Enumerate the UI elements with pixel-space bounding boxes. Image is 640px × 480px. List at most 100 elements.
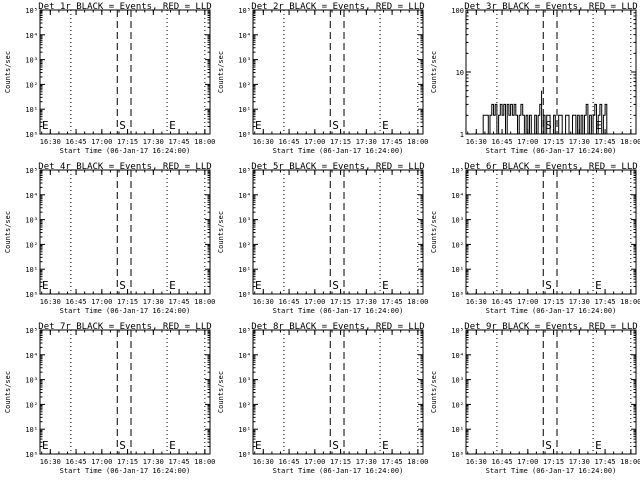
y-axis-label: Counts/sec xyxy=(4,371,12,413)
y-tick-label: 10³ xyxy=(238,57,251,65)
x-tick-label: 17:45 xyxy=(595,458,616,466)
marker-label: E xyxy=(382,439,389,452)
y-tick-label: 10⁵ xyxy=(238,7,251,15)
y-axis-label: Counts/sec xyxy=(217,371,225,413)
marker-label: S xyxy=(545,279,552,292)
x-tick-label: 18:00 xyxy=(407,298,428,306)
x-axis-label: Start Time (06-Jan-17 16:24:00) xyxy=(60,307,191,315)
x-tick-label: 18:00 xyxy=(194,298,215,306)
y-tick-label: 10⁰ xyxy=(25,451,38,459)
x-axis-label: Start Time (06-Jan-17 16:24:00) xyxy=(60,467,191,475)
marker-label: E xyxy=(42,279,49,292)
x-tick-label: 16:30 xyxy=(466,458,487,466)
y-tick-label: 10¹ xyxy=(238,106,251,114)
y-tick-label: 10⁰ xyxy=(238,451,251,459)
y-tick-label: 100 xyxy=(451,7,464,15)
x-tick-label: 16:30 xyxy=(40,298,61,306)
y-axis-label: Counts/sec xyxy=(217,51,225,93)
detector-panel: Det 6r BLACK = Events, RED = LLD 10⁰ 10¹ 10… xyxy=(430,162,640,315)
x-axis-label: Start Time (06-Jan-17 16:24:00) xyxy=(273,147,404,155)
panel-title: Det 1r BLACK = Events, RED = LLD xyxy=(38,2,211,12)
x-tick-label: 17:45 xyxy=(595,138,616,146)
y-tick-label: 10⁴ xyxy=(238,352,251,360)
panel-title: Det 8r BLACK = Events, RED = LLD xyxy=(251,322,424,332)
x-tick-label: 17:30 xyxy=(356,138,377,146)
y-tick-label: 10¹ xyxy=(451,266,464,274)
y-tick-label: 10⁴ xyxy=(25,192,38,200)
y-tick-label: 10³ xyxy=(238,217,251,225)
marker-label: E xyxy=(255,439,262,452)
panel-title: Det 5r BLACK = Events, RED = LLD xyxy=(251,162,424,172)
x-tick-label: 16:45 xyxy=(279,138,300,146)
x-axis-label: Start Time (06-Jan-17 16:24:00) xyxy=(60,147,191,155)
x-tick-label: 17:00 xyxy=(517,298,538,306)
marker-label: E xyxy=(169,439,176,452)
y-tick-label: 10¹ xyxy=(25,106,38,114)
y-tick-label: 10² xyxy=(238,401,251,409)
y-axis-label: Counts/sec xyxy=(430,51,438,93)
y-tick-label: 10² xyxy=(25,81,38,89)
y-tick-label: 10³ xyxy=(451,377,464,385)
x-axis-label: Start Time (06-Jan-17 16:24:00) xyxy=(486,307,617,315)
x-axis-label: Start Time (06-Jan-17 16:24:00) xyxy=(486,467,617,475)
plot-frame xyxy=(252,329,424,455)
detector-panel: Det 9r BLACK = Events, RED = LLD 10⁰ 10¹ 10… xyxy=(430,322,640,475)
marker-label: S xyxy=(119,279,126,292)
y-tick-label: 10⁵ xyxy=(25,327,38,335)
x-tick-label: 17:00 xyxy=(91,138,112,146)
x-tick-label: 17:15 xyxy=(117,458,138,466)
y-tick-label: 10⁵ xyxy=(25,167,38,175)
plot-frame xyxy=(252,9,424,135)
x-tick-label: 17:30 xyxy=(356,298,377,306)
y-tick-label: 10⁵ xyxy=(238,167,251,175)
x-tick-label: 17:15 xyxy=(117,298,138,306)
x-tick-label: 17:30 xyxy=(143,458,164,466)
panel-title: Det 2r BLACK = Events, RED = LLD xyxy=(251,2,424,12)
marker-label: E xyxy=(42,119,49,132)
plot-frame xyxy=(252,169,424,295)
x-tick-label: 18:00 xyxy=(194,138,215,146)
y-tick-label: 10² xyxy=(25,401,38,409)
y-tick-label: 10¹ xyxy=(238,266,251,274)
marker-label: E xyxy=(382,119,389,132)
x-tick-label: 17:45 xyxy=(169,138,190,146)
x-tick-label: 17:00 xyxy=(304,138,325,146)
x-tick-label: 16:30 xyxy=(466,298,487,306)
x-tick-label: 16:45 xyxy=(66,458,87,466)
x-tick-label: 17:15 xyxy=(543,458,564,466)
panel-title: Det 3r BLACK = Events, RED = LLD xyxy=(464,2,637,12)
x-tick-label: 17:30 xyxy=(569,458,590,466)
x-tick-label: 17:15 xyxy=(543,138,564,146)
x-tick-label: 17:15 xyxy=(330,298,351,306)
x-tick-label: 17:15 xyxy=(330,138,351,146)
detector-panel: Det 4r BLACK = Events, RED = LLD 10⁰ 10¹ 10… xyxy=(4,162,215,315)
y-tick-label: 1 xyxy=(460,131,464,139)
x-tick-label: 16:30 xyxy=(40,458,61,466)
plot-frame xyxy=(39,169,211,295)
y-tick-label: 10⁵ xyxy=(238,327,251,335)
y-tick-label: 10⁵ xyxy=(451,167,464,175)
y-tick-label: 10³ xyxy=(451,217,464,225)
x-tick-label: 17:45 xyxy=(382,138,403,146)
marker-label: S xyxy=(332,439,339,452)
x-tick-label: 16:30 xyxy=(40,138,61,146)
x-tick-label: 18:00 xyxy=(407,458,428,466)
y-tick-label: 10² xyxy=(238,81,251,89)
x-tick-label: 17:45 xyxy=(595,298,616,306)
marker-label: S xyxy=(545,119,552,132)
panel-title: Det 6r BLACK = Events, RED = LLD xyxy=(464,162,637,172)
x-tick-label: 16:45 xyxy=(279,458,300,466)
detector-panel: Det 7r BLACK = Events, RED = LLD 10⁰ 10¹ 10… xyxy=(4,322,215,475)
x-axis-label: Start Time (06-Jan-17 16:24:00) xyxy=(273,307,404,315)
y-tick-label: 10³ xyxy=(25,57,38,65)
y-tick-label: 10³ xyxy=(238,377,251,385)
y-tick-label: 10⁴ xyxy=(451,192,464,200)
y-tick-label: 10³ xyxy=(25,377,38,385)
panel-title: Det 4r BLACK = Events, RED = LLD xyxy=(38,162,211,172)
x-tick-label: 17:45 xyxy=(169,298,190,306)
y-tick-label: 10⁴ xyxy=(451,352,464,360)
y-axis-label: Counts/sec xyxy=(4,211,12,253)
y-tick-label: 10³ xyxy=(25,217,38,225)
x-tick-label: 16:45 xyxy=(279,298,300,306)
